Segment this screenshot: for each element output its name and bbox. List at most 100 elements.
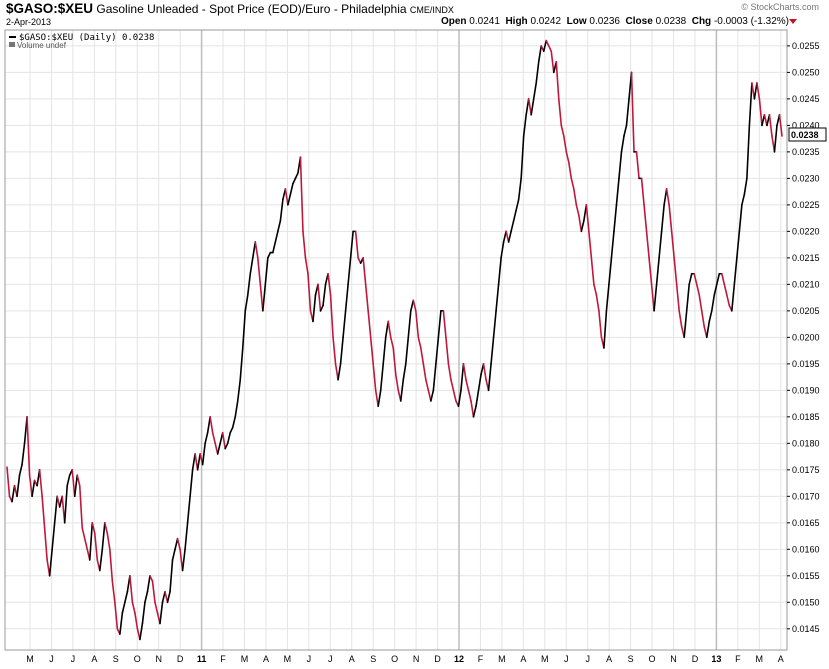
price-segment — [452, 389, 457, 402]
price-segment — [11, 484, 16, 503]
last-value-label: 0.0238 — [791, 130, 819, 140]
price-segment — [364, 283, 369, 312]
x-tick-label: M — [498, 654, 506, 664]
y-tick-label: 0.0185 — [792, 412, 820, 422]
price-segment — [141, 601, 146, 625]
price-segment — [465, 378, 470, 392]
price-segment — [81, 527, 86, 540]
price-segment — [663, 188, 668, 206]
price-segment — [344, 283, 349, 312]
price-segment — [410, 299, 415, 312]
price-segment — [435, 336, 440, 365]
legend-volume: Volume undef — [17, 41, 67, 50]
x-tick-label: N — [413, 654, 420, 664]
price-segment — [334, 363, 339, 381]
price-segment — [573, 188, 578, 206]
y-tick-label: 0.0220 — [792, 226, 820, 236]
x-tick-label: J — [585, 654, 590, 664]
price-segment — [302, 230, 307, 259]
x-tick-label: S — [113, 654, 119, 664]
price-segment — [756, 82, 761, 100]
price-segment — [289, 182, 294, 196]
grid — [5, 30, 787, 650]
price-segment — [104, 522, 109, 535]
price-segment — [648, 257, 653, 286]
volume-bars-icon — [9, 42, 15, 47]
price-segment — [48, 548, 53, 577]
price-segment — [457, 389, 462, 408]
price-segment — [490, 336, 495, 365]
price-segment — [98, 548, 104, 572]
price-segment — [53, 495, 58, 524]
x-tick-label: 13 — [711, 654, 721, 664]
price-segment — [294, 172, 299, 180]
price-segment — [134, 612, 139, 630]
price-segment — [299, 156, 304, 233]
price-segment — [164, 590, 169, 604]
price-segment — [317, 283, 322, 312]
price-segment — [422, 363, 427, 381]
price-segment — [332, 336, 337, 365]
price-segment — [91, 522, 96, 535]
price-segment — [497, 257, 502, 286]
price-segment — [623, 124, 628, 137]
price-segment — [224, 442, 229, 450]
last-value-marker: 0.0238 — [788, 127, 827, 142]
price-segment — [731, 283, 736, 312]
price-segment — [392, 347, 397, 376]
price-segment — [761, 113, 766, 127]
price-segment — [693, 272, 698, 286]
price-segment — [477, 373, 482, 392]
y-tick-label: 0.0245 — [792, 94, 820, 104]
price-segment — [472, 405, 477, 418]
price-segment — [209, 416, 214, 434]
price-segment — [773, 124, 778, 153]
price-segment — [337, 363, 342, 381]
price-segment — [588, 230, 593, 259]
price-segment — [131, 601, 136, 614]
y-tick-label: 0.0250 — [792, 67, 820, 77]
price-segment — [101, 522, 106, 551]
y-tick-label: 0.0190 — [792, 385, 820, 395]
price-segment — [369, 336, 374, 365]
price-segment — [26, 416, 31, 476]
price-segment — [713, 283, 718, 296]
price-segment — [603, 310, 608, 349]
x-tick-label: O — [134, 654, 141, 664]
x-tick-label: A — [606, 654, 612, 664]
price-segment — [18, 463, 23, 476]
price-segment — [319, 304, 324, 312]
price-segment — [63, 484, 68, 524]
x-tick-label: A — [91, 654, 97, 664]
price-segment — [277, 219, 282, 233]
price-segment — [106, 532, 111, 551]
price-segment — [415, 310, 420, 339]
price-segment — [525, 98, 530, 116]
low-label: Low — [566, 16, 587, 27]
price-segment — [660, 204, 665, 233]
price-segment — [139, 622, 144, 641]
chg-label: Chg — [691, 16, 712, 27]
price-segment — [214, 442, 219, 455]
price-segment — [329, 294, 334, 339]
price-segment — [557, 98, 563, 127]
price-segment — [6, 466, 11, 498]
price-segment — [221, 431, 227, 450]
x-tick-label: J — [328, 654, 333, 664]
price-segment — [262, 283, 267, 312]
price-segment — [710, 294, 716, 312]
price-segment — [174, 537, 179, 551]
price-segment — [447, 363, 452, 381]
price-segment — [402, 363, 407, 381]
price-segment — [715, 272, 721, 286]
price-segment — [705, 320, 711, 339]
y-tick-label: 0.0230 — [792, 173, 820, 183]
price-segment — [751, 82, 756, 100]
price-segment — [568, 161, 573, 180]
price-segment — [462, 363, 467, 381]
price-segment — [425, 378, 430, 392]
y-tick-label: 0.0240 — [792, 120, 820, 130]
y-tick-label: 0.0215 — [792, 253, 820, 263]
y-tick-label: 0.0155 — [792, 571, 820, 581]
x-tick-label: N — [670, 654, 677, 664]
